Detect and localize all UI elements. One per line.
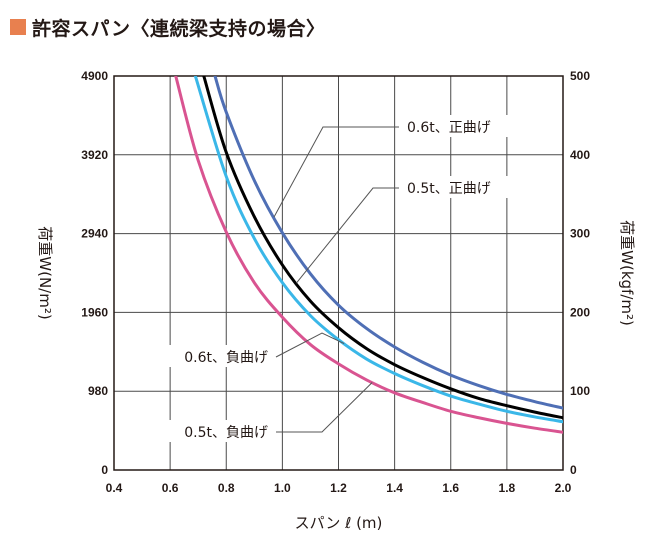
y-left-tick-label: 2940	[81, 227, 108, 241]
x-tick-label: 0.6	[162, 481, 179, 495]
annotation-leader	[276, 382, 373, 433]
series-label: 0.5t、正曲げ	[407, 181, 491, 197]
y-left-axis-label: 荷重W(N/m²)	[36, 226, 54, 319]
y-left-tick-label: 980	[88, 384, 108, 398]
y-right-tick-label: 300	[570, 227, 590, 241]
series-line	[193, 76, 563, 424]
annotation-backdrop	[403, 115, 521, 137]
y-left-tick-label: 4900	[81, 69, 108, 83]
x-tick-label: 1.8	[499, 481, 516, 495]
plot-frame	[113, 75, 564, 471]
x-tick-label: 0.4	[106, 481, 123, 495]
x-tick-label: 1.0	[274, 481, 291, 495]
series-label: 0.6t、正曲げ	[407, 120, 491, 136]
y-right-tick-label: 100	[570, 384, 590, 398]
chart-title: 許容スパン〈連続梁支持の場合〉	[32, 17, 326, 40]
chart-title-row: 許容スパン〈連続梁支持の場合〉	[10, 10, 325, 44]
x-tick-label: 1.2	[330, 481, 347, 495]
x-tick-label: 0.8	[218, 481, 235, 495]
annotation-leader	[273, 126, 399, 218]
y-right-axis-label: 荷重W(kgf/m²)	[618, 220, 636, 326]
y-right-tick-label: 400	[570, 148, 590, 162]
title-marker-icon	[10, 19, 26, 35]
x-tick-label: 2.0	[555, 481, 572, 495]
series-label: 0.5t、負曲げ	[184, 425, 268, 441]
y-left-tick-label: 0	[101, 463, 108, 477]
x-tick-label: 1.4	[386, 481, 403, 495]
annotation-leader	[296, 187, 399, 284]
series-line	[213, 76, 563, 410]
series-line	[174, 76, 563, 434]
annotation-backdrop	[154, 345, 272, 367]
y-left-tick-label: 1960	[81, 305, 108, 319]
y-right-tick-label: 0	[570, 463, 577, 477]
annotation-backdrop	[403, 176, 521, 198]
x-tick-label: 1.6	[442, 481, 459, 495]
y-left-tick-label: 3920	[81, 148, 108, 162]
annotation-backdrop	[154, 420, 272, 442]
y-right-tick-label: 500	[570, 69, 590, 83]
y-right-tick-label: 200	[570, 305, 590, 319]
series-label: 0.6t、負曲げ	[184, 350, 268, 366]
annotation-leader	[275, 332, 345, 358]
series-line	[202, 76, 563, 420]
x-axis-label: スパン ℓ (m)	[295, 514, 383, 532]
